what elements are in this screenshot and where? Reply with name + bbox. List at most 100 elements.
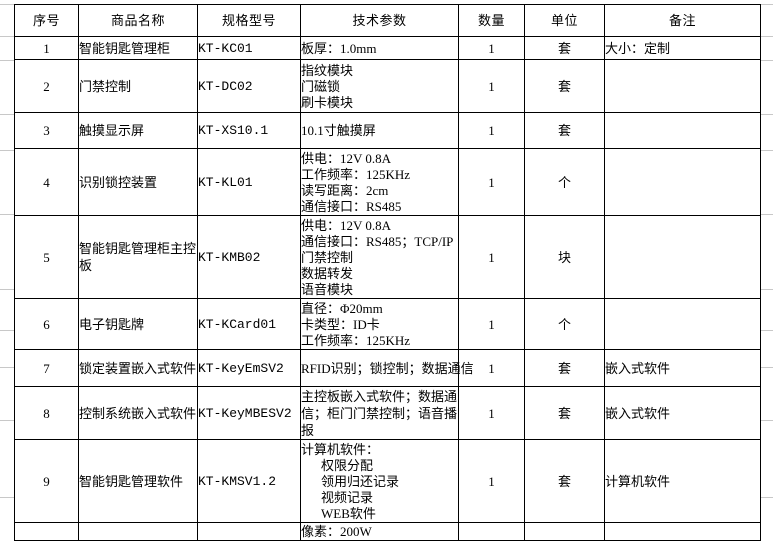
cell-note: [604, 148, 761, 216]
gridline-left: [0, 214, 15, 215]
cell-index: [14, 522, 79, 541]
cell-note: [604, 298, 761, 350]
cell-note: 嵌入式软件: [604, 386, 761, 440]
spec-line: 板厚：1.0mm: [301, 40, 377, 56]
gridline-right: [760, 36, 773, 37]
gridline-left: [0, 420, 15, 421]
cell-note: 大小：定制: [604, 36, 761, 60]
cell-name: 门禁控制: [78, 59, 198, 113]
spec-line: 权限分配: [321, 458, 374, 473]
cell-index: 4: [14, 148, 79, 216]
cell-model: KT-KeyMBESV2: [197, 386, 301, 440]
cell-qty: 1: [458, 215, 525, 299]
cell-unit: 个: [524, 298, 605, 350]
spec-line: 语音模块: [301, 282, 354, 297]
spec-line: 通信接口：RS485；TCP/IP: [301, 234, 454, 249]
cell-model: KT-DC02: [197, 59, 301, 113]
spec-line: 计算机软件：: [301, 442, 380, 457]
cell-qty: [458, 522, 525, 541]
cell-qty: 1: [458, 59, 525, 113]
column-header-qty: 数量: [458, 4, 525, 37]
table-row: 9 智能钥匙管理软件 KT-KMSV1.2 计算机软件： 权限分配 领用归还记录 视频记录 W…: [14, 439, 761, 523]
spec-line: 工作频率：125KHz: [301, 167, 411, 182]
spec-line: 供电：12V 0.8A: [301, 218, 392, 233]
cell-model: KT-KeyEmSV2: [197, 349, 301, 387]
cell-spec: 板厚：1.0mm: [300, 36, 459, 60]
table-row: 像素：200W: [14, 522, 761, 541]
cell-spec: 主控板嵌入式软件；数据通信；柜门门禁控制；语音播报: [300, 386, 459, 440]
cell-spec: 10.1寸触摸屏: [300, 112, 459, 149]
gridline-left: [0, 114, 15, 115]
gridline-left: [0, 60, 15, 61]
cell-note: 计算机软件: [604, 439, 761, 523]
spec-line: 门禁控制: [301, 250, 354, 265]
table-row: 7 锁定装置嵌入式软件 KT-KeyEmSV2 RFID识别；锁控制；数据通信 1 套嵌入…: [14, 349, 761, 387]
spec-line: 刷卡模块: [301, 95, 354, 110]
cell-index: 1: [14, 36, 79, 60]
table-row: 2 门禁控制 KT-DC02 指纹模块 门磁锁 刷卡模块 1 套: [14, 59, 761, 113]
cell-name: 智能钥匙管理柜主控板: [78, 215, 198, 299]
gridline-right: [760, 114, 773, 115]
cell-name: 智能钥匙管理柜: [78, 36, 198, 60]
table-row: 5 智能钥匙管理柜主控板 KT-KMB02 供电：12V 0.8A 通信接口：RS485…: [14, 215, 761, 299]
table-row: 3 触摸显示屏 KT-XS10.1 10.1寸触摸屏 1 套: [14, 112, 761, 149]
cell-name: 识别锁控装置: [78, 148, 198, 216]
cell-spec: RFID识别；锁控制；数据通信: [300, 349, 474, 387]
spec-line: 卡类型：ID卡: [301, 317, 380, 332]
cell-name: 智能钥匙管理软件: [78, 439, 198, 523]
gridline-left: [0, 289, 15, 290]
cell-index: 3: [14, 112, 79, 149]
cell-name: [78, 522, 198, 541]
cell-spec: 供电：12V 0.8A 通信接口：RS485；TCP/IP 门禁控制 数据转发 语音模块: [300, 215, 459, 299]
cell-model: KT-KMB02: [197, 215, 301, 299]
cell-spec: 供电：12V 0.8A 工作频率：125KHz 读写距离：2cm 通信接口：RS485: [300, 148, 459, 216]
spec-line: 工作频率：125KHz: [301, 333, 411, 348]
gridline-left: [0, 36, 15, 37]
spec-line: 数据转发: [301, 266, 354, 281]
spec-line: 通信接口：RS485: [301, 199, 402, 214]
cell-name: 触摸显示屏: [78, 112, 198, 149]
column-header-spec: 技术参数: [300, 4, 459, 37]
cell-unit: 套: [524, 59, 605, 113]
cell-model: KT-KL01: [197, 148, 301, 216]
table-header: 序号 商品名称 规格型号 技术参数 数量 单位 备注: [14, 4, 761, 37]
gridline-right: [760, 214, 773, 215]
cell-unit: 个: [524, 148, 605, 216]
gridline-left: [0, 367, 15, 368]
cell-unit: 套: [524, 112, 605, 149]
cell-unit: [524, 522, 605, 541]
cell-spec: 指纹模块 门磁锁 刷卡模块: [300, 59, 459, 113]
cell-model: KT-XS10.1: [197, 112, 301, 149]
gridline-right: [760, 367, 773, 368]
cell-note: [604, 522, 761, 541]
spec-line: 像素：200W: [301, 524, 372, 539]
cell-index: 9: [14, 439, 79, 523]
spec-line: WEB软件: [321, 506, 376, 521]
cell-spec: 计算机软件： 权限分配 领用归还记录 视频记录 WEB软件: [300, 439, 459, 523]
cell-note: [604, 112, 761, 149]
spec-line: RFID识别；锁控制；数据通信: [301, 360, 474, 376]
cell-qty: 1: [458, 349, 525, 387]
cell-qty: 1: [458, 386, 525, 440]
cell-model: KT-KC01: [197, 36, 301, 60]
gridline-right: [760, 289, 773, 290]
spec-line: 读写距离：2cm: [301, 183, 389, 198]
cell-qty: 1: [458, 36, 525, 60]
cell-name: 控制系统嵌入式软件: [78, 386, 198, 440]
gridline-left: [0, 330, 15, 331]
spec-line: 直径：Φ20mm: [301, 301, 383, 316]
gridline-right: [760, 4, 773, 5]
cell-qty: 1: [458, 112, 525, 149]
cell-name: 锁定装置嵌入式软件: [78, 349, 198, 387]
gridline-left: [0, 150, 15, 151]
cell-note: [604, 59, 761, 113]
cell-index: 6: [14, 298, 79, 350]
cell-index: 5: [14, 215, 79, 299]
spec-line: 主控板嵌入式软件；数据通信；柜门门禁控制；语音播报: [301, 388, 458, 438]
gridline-right: [760, 330, 773, 331]
spec-line: 10.1寸触摸屏: [301, 123, 376, 138]
spec-table: 序号 商品名称 规格型号 技术参数 数量 单位 备注 1 智能钥匙管理柜 KT-KC…: [14, 4, 761, 541]
cell-unit: 套: [524, 349, 605, 387]
header-row: 序号 商品名称 规格型号 技术参数 数量 单位 备注: [14, 4, 761, 37]
table-row: 1 智能钥匙管理柜 KT-KC01 板厚：1.0mm 1 套大小：定制: [14, 36, 761, 60]
